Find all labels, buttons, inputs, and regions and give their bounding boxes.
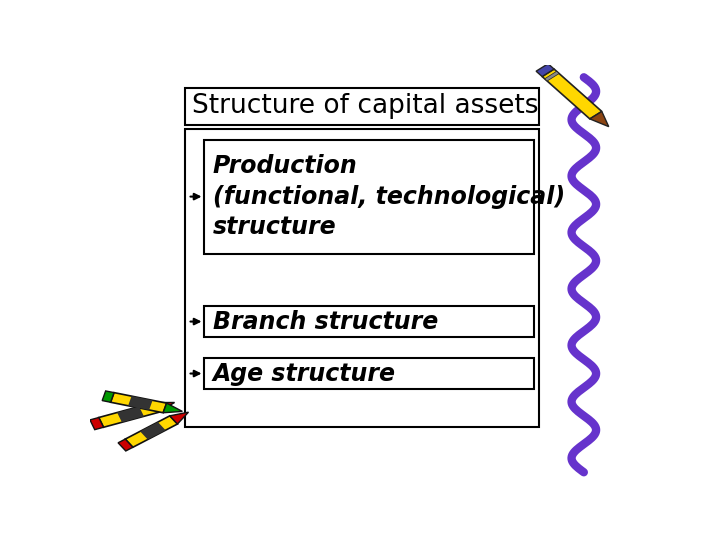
Polygon shape [117,407,144,422]
Polygon shape [90,417,104,430]
Polygon shape [125,416,177,447]
Polygon shape [111,393,166,413]
Polygon shape [140,422,166,440]
Polygon shape [590,111,608,127]
Polygon shape [99,403,158,427]
Polygon shape [154,402,174,413]
Text: Production
(functional, technological)
structure: Production (functional, technological) s… [213,154,565,239]
FancyBboxPatch shape [185,129,539,427]
Text: Branch structure: Branch structure [213,309,438,334]
Text: Age structure: Age structure [213,362,396,386]
Polygon shape [544,71,559,81]
Polygon shape [163,403,182,413]
Polygon shape [102,391,114,402]
FancyBboxPatch shape [204,358,534,389]
Polygon shape [542,69,602,119]
Polygon shape [128,396,153,410]
Text: Structure of capital assets: Structure of capital assets [192,93,539,119]
Polygon shape [118,439,133,451]
FancyBboxPatch shape [185,87,539,125]
Polygon shape [170,412,189,424]
FancyBboxPatch shape [204,140,534,254]
Polygon shape [536,64,554,77]
FancyBboxPatch shape [204,306,534,337]
